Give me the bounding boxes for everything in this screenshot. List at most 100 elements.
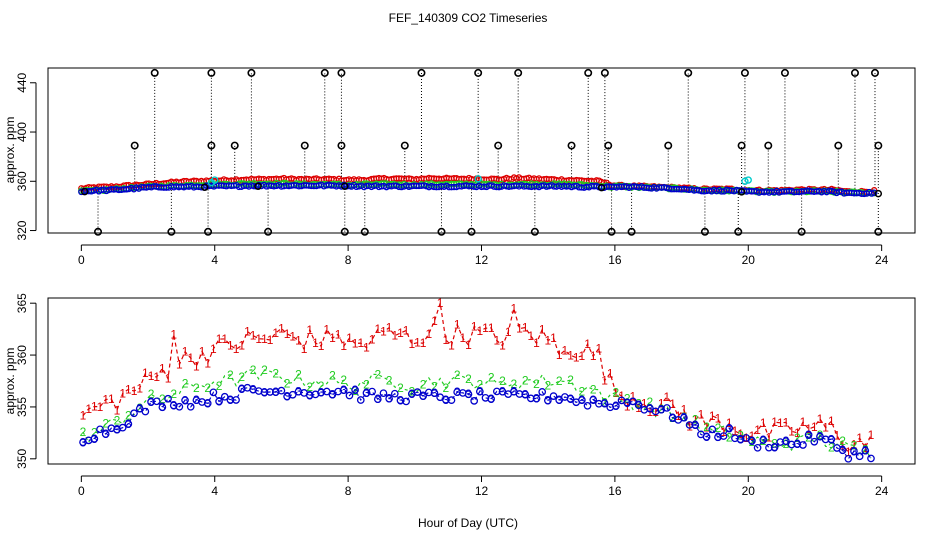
flag-point bbox=[167, 227, 176, 236]
detail-s1-label: 1 bbox=[476, 324, 483, 338]
detail-s2-label: 2 bbox=[579, 384, 586, 398]
flag-point bbox=[474, 68, 483, 77]
detail-s3-label: 3 bbox=[193, 393, 200, 407]
overview-panel: approx. ppm 0 4 8 12 16 20 24 320 360 400 440 bbox=[3, 67, 916, 267]
detail-s2-label: 2 bbox=[771, 436, 778, 450]
detail-s2-label: 2 bbox=[488, 371, 495, 385]
detail-s3-label: 3 bbox=[590, 393, 597, 407]
detail-s3-label: 3 bbox=[749, 434, 756, 448]
detail-s2-label: 2 bbox=[749, 435, 756, 449]
detail-s2-label: 2 bbox=[635, 397, 642, 411]
detail-s1-label: 1 bbox=[743, 431, 750, 445]
detail-s2-label: 2 bbox=[193, 381, 200, 395]
detail-s1-label: 1 bbox=[193, 359, 200, 373]
detail-s3-label: 3 bbox=[91, 432, 98, 446]
flag-point bbox=[627, 227, 636, 236]
detail-s2-label: 2 bbox=[102, 417, 109, 431]
detail-s3-point bbox=[634, 401, 643, 409]
overview-y-tick-label: 360 bbox=[15, 171, 29, 191]
detail-s3-label: 3 bbox=[488, 392, 495, 406]
detail-s1-label: 1 bbox=[102, 392, 109, 406]
detail-s3-point bbox=[725, 424, 734, 433]
detail-s2-label: 2 bbox=[182, 377, 189, 391]
detail-s2-label: 2 bbox=[420, 378, 427, 392]
detail-s3-label: 3 bbox=[567, 392, 574, 406]
detail-s1-label: 1 bbox=[805, 422, 812, 436]
detail-s2-label: 2 bbox=[760, 434, 767, 448]
detail-s1-label: 1 bbox=[403, 323, 410, 337]
detail-s3-point bbox=[600, 399, 609, 408]
detail-s2-label: 2 bbox=[601, 395, 608, 409]
detail-s3-point bbox=[555, 396, 564, 404]
detail-s1-label: 1 bbox=[306, 323, 313, 337]
detail-s3-point bbox=[356, 396, 365, 404]
detail-s3-label: 3 bbox=[374, 392, 381, 406]
detail-s3-label: 3 bbox=[80, 435, 87, 449]
detail-s3-point bbox=[141, 407, 150, 416]
overview-plot-frame bbox=[47, 67, 916, 234]
detail-s1-label: 1 bbox=[522, 321, 529, 335]
detail-s2-label: 2 bbox=[148, 387, 155, 401]
detail-s2-label: 2 bbox=[737, 429, 744, 443]
detail-s3-label: 3 bbox=[726, 421, 733, 435]
flag-point bbox=[607, 227, 616, 236]
detail-s3-point bbox=[215, 397, 223, 406]
detail-s3-label: 3 bbox=[647, 401, 654, 415]
detail-s1-label: 1 bbox=[777, 416, 784, 430]
detail-s3-point bbox=[708, 425, 717, 434]
detail-s3-point bbox=[175, 402, 184, 411]
detail-s2-label: 2 bbox=[431, 379, 438, 393]
detail-s1-label: 1 bbox=[233, 342, 240, 356]
detail-s2-label: 2 bbox=[136, 401, 143, 415]
detail-s3-point bbox=[424, 388, 433, 397]
detail-s3-label: 3 bbox=[102, 427, 109, 441]
detail-s3-label: 3 bbox=[238, 382, 245, 396]
detail-s3-label: 3 bbox=[420, 389, 427, 403]
detail-s3-point bbox=[850, 447, 858, 456]
detail-s1-label: 1 bbox=[278, 322, 285, 336]
detail-series: 1111111111111111111111111111111111111111… bbox=[79, 296, 875, 463]
detail-s3-label: 3 bbox=[511, 385, 518, 399]
detail-s3-point bbox=[583, 401, 592, 410]
flag-point bbox=[780, 68, 789, 77]
detail-s2-label: 2 bbox=[613, 386, 620, 400]
detail-s3-point bbox=[277, 386, 286, 395]
detail-s3-point bbox=[124, 420, 133, 428]
detail-s2-label: 2 bbox=[204, 381, 211, 395]
detail-s1-label: 1 bbox=[142, 366, 149, 380]
detail-s3-label: 3 bbox=[522, 387, 529, 401]
detail-s2-label: 2 bbox=[386, 373, 393, 387]
detail-s3-point bbox=[782, 437, 790, 446]
detail-s1-label: 1 bbox=[114, 403, 121, 417]
detail-x-tick-label: 0 bbox=[78, 484, 85, 498]
detail-s1-label: 1 bbox=[454, 317, 461, 331]
detail-s1-label: 1 bbox=[686, 420, 693, 434]
detail-s1-label: 1 bbox=[607, 366, 614, 380]
detail-s1-label: 1 bbox=[91, 399, 98, 413]
detail-s1-label: 1 bbox=[641, 396, 648, 410]
detail-s1-label: 1 bbox=[380, 325, 387, 339]
detail-s1-label: 1 bbox=[754, 423, 761, 437]
detail-s1-label: 1 bbox=[760, 416, 767, 430]
detail-s2-label: 2 bbox=[669, 411, 676, 425]
detail-s1-label: 1 bbox=[431, 314, 438, 328]
detail-s3-label: 3 bbox=[669, 411, 676, 425]
detail-s1-label: 1 bbox=[488, 321, 495, 335]
overview-flag-inband bbox=[341, 182, 349, 190]
detail-s2-label: 2 bbox=[352, 384, 359, 398]
flag-point bbox=[584, 68, 593, 77]
detail-s3-label: 3 bbox=[340, 383, 347, 397]
detail-s3-point bbox=[492, 387, 501, 396]
detail-s2-line bbox=[82, 369, 872, 459]
detail-s3-point bbox=[685, 421, 694, 429]
detail-s3-label: 3 bbox=[794, 437, 801, 451]
flag-point bbox=[514, 68, 523, 77]
detail-s2-label: 2 bbox=[522, 373, 529, 387]
detail-s3-point bbox=[702, 432, 711, 441]
detail-s3-point bbox=[390, 389, 399, 398]
detail-s2-label: 2 bbox=[681, 410, 688, 424]
detail-s3-point bbox=[855, 452, 864, 461]
detail-s3-point bbox=[549, 392, 558, 400]
detail-s1-label: 1 bbox=[312, 336, 319, 350]
detail-s2-label: 2 bbox=[567, 373, 574, 387]
